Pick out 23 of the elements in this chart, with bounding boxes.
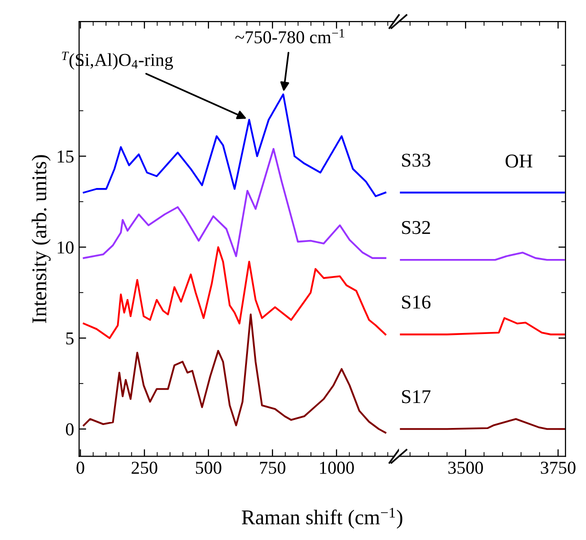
series-label: S32	[402, 221, 430, 234]
y-tick-label: 5	[66, 332, 74, 345]
line-series	[82, 246, 386, 339]
x-tick-label: 500	[196, 462, 222, 474]
x-tick-label: 250	[132, 462, 158, 474]
x-tick-label: 1000	[320, 462, 354, 474]
series-label: S16	[402, 296, 430, 309]
y-axis-title: Intensity (arb. units)	[32, 155, 51, 323]
y-tick-label: 10	[58, 241, 74, 254]
series-label: S17	[402, 390, 431, 404]
y-tick-label: 15	[58, 150, 74, 163]
annotation: ~750-780 cm$^{−1}$	[235, 29, 344, 44]
x-axis-title: Raman shift (cm$^{−1}$)	[242, 508, 402, 529]
line-series	[82, 314, 386, 434]
y-tick-label: 0	[66, 423, 74, 436]
x-tick-label: 0	[76, 462, 84, 474]
x-tick-label: 3500	[448, 462, 483, 474]
x-tick-label: 3750	[540, 462, 576, 474]
annotation: OH	[506, 154, 532, 168]
line-series	[82, 148, 386, 259]
x-tick-label: 750	[260, 462, 286, 474]
series-label: S33	[402, 154, 430, 167]
line-series	[82, 93, 386, 198]
